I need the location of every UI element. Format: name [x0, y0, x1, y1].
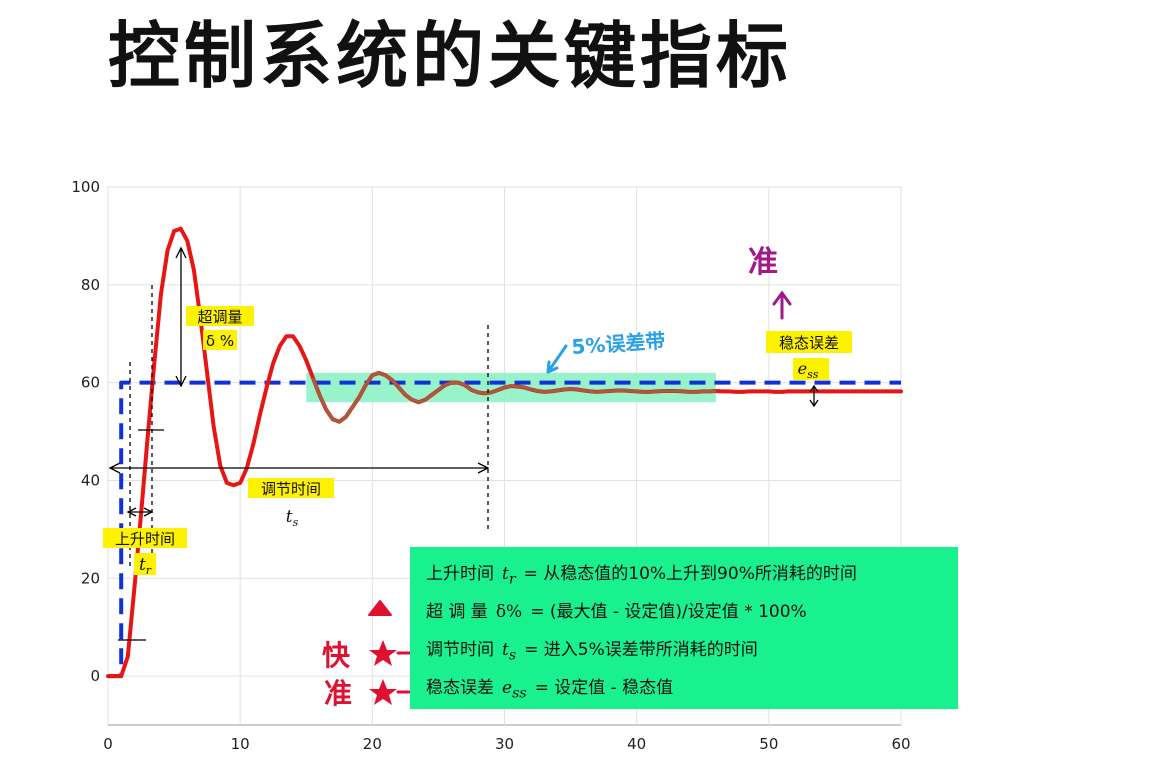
- note-text: = 进入5%误差带所消耗的时间: [524, 640, 758, 660]
- x-tick-label: 20: [363, 735, 382, 753]
- y-tick-label: 60: [81, 374, 100, 392]
- note-settling-time: 调节时间 ts = 进入5%误差带所消耗的时间: [426, 635, 958, 673]
- star-icon-accurate: [369, 679, 397, 705]
- note-term: 调节时间: [426, 640, 494, 660]
- note-rise-time: 上升时间 tr = 从稳态值的10%上升到90%所消耗的时间: [426, 559, 958, 597]
- note-symbol: ts: [502, 640, 517, 664]
- up-arrow-icon: [772, 290, 792, 320]
- note-text: = (最大值 - 设定值)/设定值 * 100%: [530, 602, 807, 622]
- note-overshoot: 超 调 量 δ% = (最大值 - 设定值)/设定值 * 100%: [426, 597, 958, 635]
- settling-time-label-bg: [248, 478, 334, 498]
- triangle-icon: [368, 600, 392, 616]
- x-tick-label: 30: [495, 735, 514, 753]
- note-text: = 从稳态值的10%上升到90%所消耗的时间: [523, 564, 857, 584]
- note-symbol: tr: [502, 564, 516, 588]
- x-tick-label: 60: [891, 735, 910, 753]
- overshoot-symbol-bg: [203, 330, 237, 350]
- overshoot-label: 超调量: [197, 308, 242, 326]
- rise-time-label: 上升时间: [115, 530, 175, 548]
- accurate-mark: 准: [324, 677, 352, 710]
- rise-time-label-bg: [103, 528, 187, 548]
- overshoot-label-bg: [186, 306, 254, 326]
- note-symbol: ess: [502, 678, 527, 702]
- rise-time-arrowheads: [126, 507, 154, 517]
- overshoot-arrowheads: [175, 246, 187, 388]
- steady-error-label: 稳态误差: [779, 334, 839, 352]
- accurate-purple-mark: 准: [748, 245, 778, 280]
- x-tick-label: 0: [103, 735, 113, 753]
- settling-time-arrowheads: [108, 462, 490, 474]
- y-tick-label: 80: [81, 276, 100, 294]
- y-tick-label: 100: [71, 178, 100, 196]
- rise-time-symbol-bg: [134, 553, 156, 575]
- x-tick-label: 10: [231, 735, 250, 753]
- note-steady-error: 稳态误差 ess = 设定值 - 稳态值: [426, 673, 958, 711]
- annotation-marks: [108, 246, 819, 641]
- star-icon-fast: [369, 640, 397, 666]
- note-symbol: δ%: [495, 602, 523, 622]
- x-tick-label: 50: [759, 735, 778, 753]
- page-title: 控制系统的关键指标: [108, 14, 793, 98]
- y-tick-label: 0: [90, 667, 100, 685]
- steady-error-label-bg: [766, 331, 852, 353]
- error-band-pointer-icon: [546, 344, 568, 374]
- response-in-band: [311, 371, 717, 424]
- definitions-box: 上升时间 tr = 从稳态值的10%上升到90%所消耗的时间 超 调 量 δ% = (最…: [410, 547, 958, 709]
- note-term: 上升时间: [426, 564, 494, 584]
- overshoot-symbol: δ %: [206, 332, 234, 350]
- y-tick-label: 20: [81, 569, 100, 587]
- axis-ticks: 0 10 20 30 40 50 60 0 20 40 60 80 100: [71, 178, 910, 753]
- x-tick-label: 40: [627, 735, 646, 753]
- note-term: 稳态误差: [426, 678, 494, 698]
- y-tick-label: 40: [81, 471, 100, 489]
- note-text: = 设定值 - 稳态值: [534, 678, 674, 698]
- note-term: 超 调 量: [426, 602, 488, 622]
- steady-error-arrowheads: [809, 384, 819, 408]
- steady-error-symbol-bg: [793, 358, 829, 380]
- fast-mark: 快: [322, 639, 351, 672]
- settling-time-label: 调节时间: [261, 480, 321, 498]
